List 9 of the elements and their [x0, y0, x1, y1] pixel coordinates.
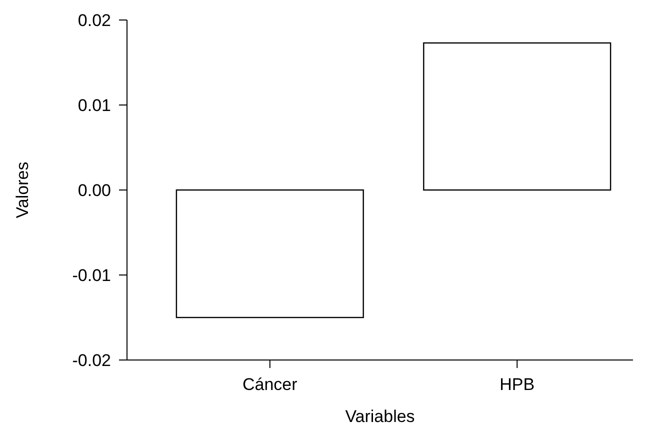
x-axis-title: Variables: [345, 407, 415, 426]
x-tick-label: Cáncer: [242, 375, 298, 394]
y-tick-label: 0.00: [78, 180, 111, 200]
x-tick-label: HPB: [500, 375, 535, 394]
y-tick-label: 0.02: [78, 10, 111, 30]
y-tick-label: -0.01: [72, 266, 111, 285]
y-axis-title: Valores: [13, 162, 32, 218]
y-tick-label: -0.02: [72, 350, 111, 370]
y-tick-label: 0.01: [78, 96, 111, 115]
